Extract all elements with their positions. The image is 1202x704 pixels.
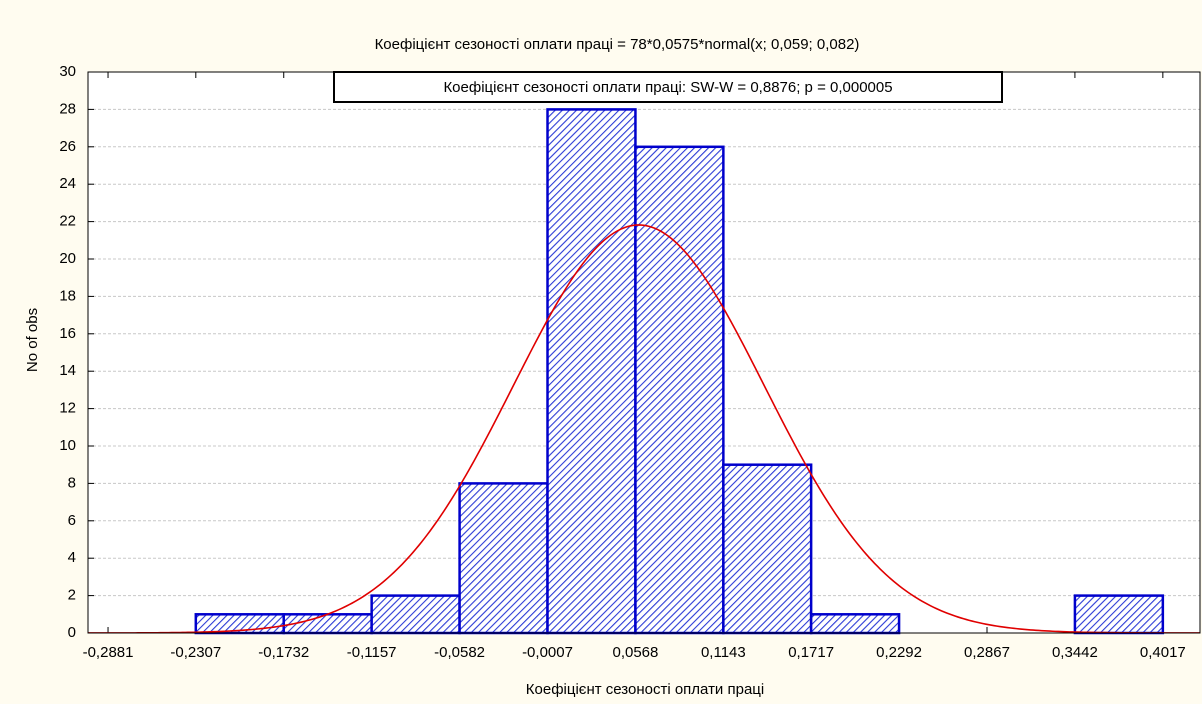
y-tick-label: 18 (59, 287, 76, 304)
bar (1073, 594, 1165, 635)
y-tick-label: 14 (59, 362, 76, 379)
y-tick-label: 24 (59, 175, 76, 192)
bar (458, 482, 549, 635)
bar (546, 108, 637, 635)
bar (809, 613, 901, 635)
y-tick-label: 30 (59, 63, 76, 80)
y-tick-label: 4 (68, 549, 76, 566)
x-tick-label: 0,1143 (701, 644, 746, 661)
x-tick-label: 0,4017 (1140, 644, 1186, 661)
x-tick-label: -0,2307 (170, 644, 221, 661)
y-tick-label: 0 (68, 624, 76, 641)
bar (722, 463, 813, 635)
y-tick-label: 16 (59, 325, 76, 342)
x-tick-label: 0,2867 (964, 644, 1010, 661)
x-tick-label: 0,3442 (1052, 644, 1098, 661)
x-tick-label: -0,0582 (434, 644, 485, 661)
y-tick-label: 8 (68, 474, 76, 491)
y-tick-label: 28 (59, 100, 76, 117)
x-tick-label: -0,1732 (258, 644, 309, 661)
x-tick-label: 0,2292 (876, 644, 922, 661)
y-tick-label: 12 (59, 400, 76, 417)
x-tick-label: -0,2881 (83, 644, 134, 661)
x-tick-label: -0,1157 (347, 644, 397, 661)
annotation-box (333, 71, 1003, 103)
x-tick-label: -0,0007 (522, 644, 573, 661)
x-tick-label: 0,1717 (788, 644, 834, 661)
y-tick-label: 22 (59, 213, 76, 230)
y-tick-label: 2 (68, 587, 76, 604)
y-tick-label: 10 (59, 437, 76, 454)
y-tick-label: 26 (59, 138, 76, 155)
annotation: Коефіцієнт сезоності оплати праці: SW-W … (443, 79, 892, 96)
y-tick-label: 6 (68, 512, 76, 529)
bar (634, 145, 725, 635)
normal-curve (88, 224, 1200, 633)
x-tick-label: 0,0568 (612, 644, 658, 661)
y-axis-label: No of obs (24, 308, 41, 372)
bar (370, 594, 461, 635)
y-tick-label: 20 (59, 250, 76, 267)
x-axis-label: Коефіцієнт сезоності оплати праці (526, 681, 764, 698)
chart-title: Коефіцієнт сезоності оплати праці = 78*0… (375, 36, 860, 53)
